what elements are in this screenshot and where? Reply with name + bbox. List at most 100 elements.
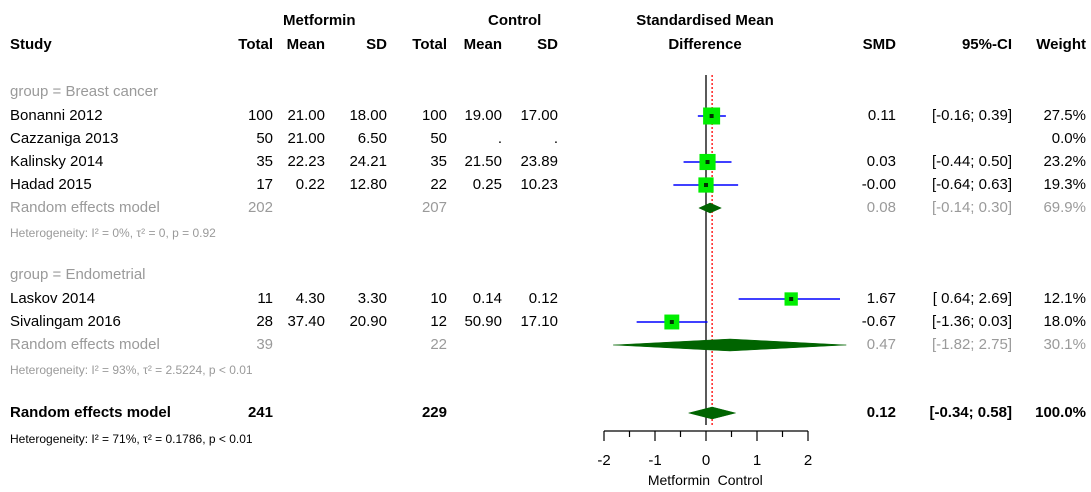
control-total: 50 bbox=[430, 130, 447, 147]
axis-label-right: Control bbox=[718, 472, 763, 488]
random-effects-label: Random effects model bbox=[10, 199, 160, 216]
smd-title-line1: Standardised Mean bbox=[636, 12, 774, 29]
study-column-header: Study bbox=[10, 36, 52, 53]
ci-value: [ 0.64; 2.69] bbox=[932, 290, 1012, 307]
smd-value: 0.47 bbox=[866, 336, 896, 353]
metformin-sd: 20.90 bbox=[349, 313, 387, 330]
metformin-mean: 4.30 bbox=[295, 290, 325, 307]
metformin-total: 17 bbox=[256, 176, 273, 193]
control-total: 229 bbox=[421, 404, 447, 421]
control-total: 207 bbox=[421, 199, 447, 216]
control-sd: 17.10 bbox=[520, 313, 558, 330]
metformin-total: 202 bbox=[247, 199, 273, 216]
weight-value: 30.1% bbox=[1043, 336, 1086, 353]
overall-random-effects-label: Random effects model bbox=[10, 404, 171, 421]
study-name: Kalinsky 2014 bbox=[10, 153, 104, 170]
weight-value: 100.0% bbox=[1035, 404, 1086, 421]
metformin-sd: 12.80 bbox=[349, 176, 387, 193]
control-header: Control bbox=[488, 12, 542, 29]
study-name: Hadad 2015 bbox=[10, 176, 92, 193]
summary-diamond bbox=[613, 338, 847, 352]
study-name: Laskov 2014 bbox=[10, 290, 96, 307]
summary-diamond bbox=[688, 406, 736, 420]
point-estimate bbox=[709, 114, 714, 118]
weight-value: 19.3% bbox=[1043, 176, 1086, 193]
ci-value: [-0.16; 0.39] bbox=[931, 107, 1012, 124]
metformin-total: 100 bbox=[247, 107, 273, 124]
heterogeneity-breast-cancer: Heterogeneity: I² = 0%, τ² = 0, p = 0.92 bbox=[10, 226, 216, 240]
study-name: Bonanni 2012 bbox=[10, 107, 103, 124]
smd-value: 0.08 bbox=[866, 199, 896, 216]
metformin-total: 50 bbox=[256, 130, 273, 147]
summary-diamond bbox=[698, 202, 722, 214]
ci-value: [-0.14; 0.30] bbox=[931, 199, 1012, 216]
control-mean: 0.14 bbox=[472, 290, 502, 307]
study-name: Sivalingam 2016 bbox=[10, 313, 121, 330]
metformin-mean: 22.23 bbox=[287, 153, 325, 170]
tick-label: 2 bbox=[804, 452, 812, 469]
ci-value: [-0.44; 0.50] bbox=[931, 153, 1012, 170]
metformin-sd: 18.00 bbox=[349, 107, 387, 124]
group-label-breast-cancer: group = Breast cancer bbox=[10, 83, 159, 100]
ci-value: [-1.36; 0.03] bbox=[931, 313, 1012, 330]
smd-value: -0.00 bbox=[861, 176, 896, 193]
control-sd: 23.89 bbox=[520, 153, 558, 170]
group-label-endometrial: group = Endometrial bbox=[10, 266, 146, 283]
metformin-header: Metformin bbox=[283, 12, 356, 29]
tick-label: 1 bbox=[753, 452, 761, 469]
control-total-header: Total bbox=[412, 36, 447, 53]
smd-column-header: SMD bbox=[862, 36, 896, 53]
point-estimate bbox=[704, 183, 708, 187]
control-mean: 0.25 bbox=[472, 176, 502, 193]
control-total: 10 bbox=[430, 290, 447, 307]
metformin-mean-header: Mean bbox=[286, 36, 325, 53]
control-total: 22 bbox=[430, 336, 447, 353]
weight-value: 27.5% bbox=[1043, 107, 1086, 124]
weight-value: 69.9% bbox=[1043, 199, 1086, 216]
point-estimate bbox=[705, 160, 710, 164]
control-total: 35 bbox=[430, 153, 447, 170]
metformin-sd-header: SD bbox=[366, 36, 387, 53]
point-estimate bbox=[789, 297, 794, 301]
control-sd: 17.00 bbox=[520, 107, 558, 124]
control-mean: 21.50 bbox=[464, 153, 502, 170]
control-total: 100 bbox=[421, 107, 447, 124]
tick-label: -1 bbox=[648, 452, 661, 469]
control-sd: . bbox=[553, 130, 558, 147]
smd-title-line2: Difference bbox=[668, 36, 742, 53]
metformin-sd: 6.50 bbox=[357, 130, 387, 147]
metformin-mean: 37.40 bbox=[287, 313, 325, 330]
metformin-total: 35 bbox=[256, 153, 273, 170]
heterogeneity-endometrial: Heterogeneity: I² = 93%, τ² = 2.5224, p … bbox=[10, 363, 253, 377]
metformin-mean: 0.22 bbox=[295, 176, 325, 193]
ci-column-header: 95%-CI bbox=[961, 36, 1012, 53]
control-mean: . bbox=[497, 130, 502, 147]
metformin-mean: 21.00 bbox=[287, 107, 325, 124]
metformin-total: 39 bbox=[256, 336, 273, 353]
smd-value: 0.11 bbox=[867, 107, 896, 124]
ci-value: [-1.82; 2.75] bbox=[931, 336, 1012, 353]
smd-value: 0.03 bbox=[866, 153, 896, 170]
smd-value: 1.67 bbox=[866, 290, 896, 307]
metformin-mean: 21.00 bbox=[287, 130, 325, 147]
metformin-total: 11 bbox=[257, 290, 273, 307]
metformin-total: 241 bbox=[247, 404, 273, 421]
metformin-sd: 3.30 bbox=[357, 290, 387, 307]
weight-value: 12.1% bbox=[1043, 290, 1086, 307]
random-effects-label: Random effects model bbox=[10, 336, 160, 353]
heterogeneity-overall: Heterogeneity: I² = 71%, τ² = 0.1786, p … bbox=[10, 432, 253, 446]
control-sd-header: SD bbox=[537, 36, 558, 53]
metformin-total-header: Total bbox=[238, 36, 273, 53]
control-sd: 0.12 bbox=[528, 290, 558, 307]
weight-value: 18.0% bbox=[1043, 313, 1086, 330]
smd-value: -0.67 bbox=[861, 313, 896, 330]
control-mean: 50.90 bbox=[464, 313, 502, 330]
weight-value: 23.2% bbox=[1043, 153, 1086, 170]
control-sd: 10.23 bbox=[520, 176, 558, 193]
metformin-sd: 24.21 bbox=[349, 153, 387, 170]
weight-value: 0.0% bbox=[1051, 130, 1086, 147]
control-mean-header: Mean bbox=[463, 36, 502, 53]
smd-value: 0.12 bbox=[866, 404, 896, 421]
ci-value: [-0.64; 0.63] bbox=[931, 176, 1012, 193]
